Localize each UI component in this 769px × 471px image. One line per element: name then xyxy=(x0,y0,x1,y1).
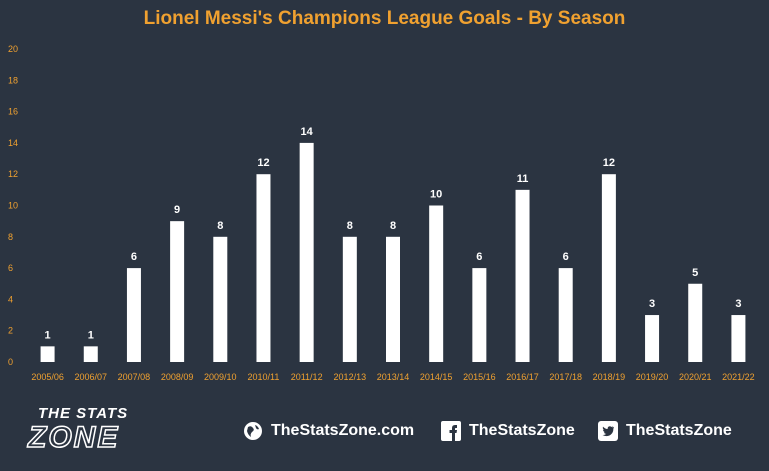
data-label: 8 xyxy=(217,220,223,232)
y-tick-label: 16 xyxy=(8,107,18,117)
x-tick-label: 2012/13 xyxy=(334,372,367,382)
x-tick-label: 2015/16 xyxy=(463,372,496,382)
y-tick-label: 14 xyxy=(8,138,18,148)
data-label: 12 xyxy=(603,157,615,169)
logo-text-bottom: ZONE xyxy=(27,420,120,455)
footer: THE STATS ZONE TheStatsZone.com TheStats… xyxy=(0,393,769,471)
bar-2019-20 xyxy=(645,315,660,362)
logo-text-top: THE STATS xyxy=(38,405,129,422)
x-tick-label: 2011/12 xyxy=(291,372,323,382)
x-tick-label: 2009/10 xyxy=(204,372,237,382)
x-tick-label: 2018/19 xyxy=(593,372,626,382)
y-tick-label: 2 xyxy=(8,326,13,336)
facebook-label: TheStatsZone xyxy=(469,422,575,439)
website-label: TheStatsZone.com xyxy=(271,422,415,439)
x-tick-label: 2008/09 xyxy=(161,372,194,382)
data-label: 1 xyxy=(45,329,51,341)
bar-2006-07 xyxy=(83,346,98,362)
bar-chart: 0 2 4 6 8 10 12 14 16 18 20 1 2005/06 1 2006/07 6 2007/0… xyxy=(8,44,755,382)
bar-2021-22 xyxy=(731,315,746,362)
data-label: 6 xyxy=(131,251,137,263)
twitter-label: TheStatsZone xyxy=(626,422,732,439)
x-tick-label: 2005/06 xyxy=(31,372,64,382)
y-tick-label: 6 xyxy=(8,263,13,273)
bar-2013-14 xyxy=(386,236,400,362)
twitter-link[interactable]: TheStatsZone xyxy=(598,421,732,441)
data-label: 12 xyxy=(257,157,269,169)
bar-2012-13 xyxy=(342,236,357,362)
x-tick-label: 2010/11 xyxy=(248,372,280,382)
bar-2005-06 xyxy=(40,346,55,362)
bar-2010-11 xyxy=(256,174,271,362)
stats-zone-logo: THE STATS ZONE xyxy=(27,399,168,463)
y-tick-label: 4 xyxy=(8,294,13,304)
y-tick-label: 18 xyxy=(8,75,18,85)
data-label: 1 xyxy=(88,329,94,341)
bar-2011-12 xyxy=(299,142,314,362)
x-tick-label: 2007/08 xyxy=(118,372,151,382)
data-label: 10 xyxy=(430,189,442,201)
facebook-icon xyxy=(441,421,461,441)
x-tick-label: 2017/18 xyxy=(549,372,582,382)
x-tick-label: 2013/14 xyxy=(377,372,410,382)
data-label: 6 xyxy=(476,251,482,263)
y-tick-label: 8 xyxy=(8,232,13,242)
bar-2015-16 xyxy=(472,268,487,362)
y-tick-label: 20 xyxy=(8,44,18,54)
data-label: 8 xyxy=(347,220,353,232)
bar-2009-10 xyxy=(213,236,228,362)
bar-2007-08 xyxy=(126,268,141,362)
bar-2008-09 xyxy=(170,221,185,362)
y-tick-label: 0 xyxy=(8,357,13,367)
x-tick-label: 2006/07 xyxy=(74,372,107,382)
data-label: 6 xyxy=(563,251,569,263)
data-label: 14 xyxy=(301,126,314,138)
y-tick-label: 10 xyxy=(8,201,18,211)
facebook-link[interactable]: TheStatsZone xyxy=(441,421,575,441)
bar-2016-17 xyxy=(515,189,530,362)
bar-2020-21 xyxy=(688,283,703,362)
x-tick-label: 2014/15 xyxy=(420,372,453,382)
x-tick-label: 2020/21 xyxy=(679,372,712,382)
bar-2017-18 xyxy=(558,268,573,362)
y-tick-label: 12 xyxy=(8,169,18,179)
bar-2018-19 xyxy=(601,174,616,362)
data-label: 5 xyxy=(692,267,698,279)
data-label: 9 xyxy=(174,204,180,216)
data-label: 3 xyxy=(735,298,741,310)
x-tick-label: 2021/22 xyxy=(722,372,755,382)
chart-title: Lionel Messi's Champions League Goals - … xyxy=(143,8,626,29)
data-label: 8 xyxy=(390,220,396,232)
x-tick-label: 2016/17 xyxy=(506,372,539,382)
twitter-icon xyxy=(598,421,618,441)
website-link[interactable]: TheStatsZone.com xyxy=(243,421,414,441)
data-label: 11 xyxy=(517,173,529,185)
globe-icon xyxy=(243,421,263,441)
data-label: 3 xyxy=(649,298,655,310)
x-tick-label: 2019/20 xyxy=(636,372,669,382)
bar-2014-15 xyxy=(429,205,444,362)
